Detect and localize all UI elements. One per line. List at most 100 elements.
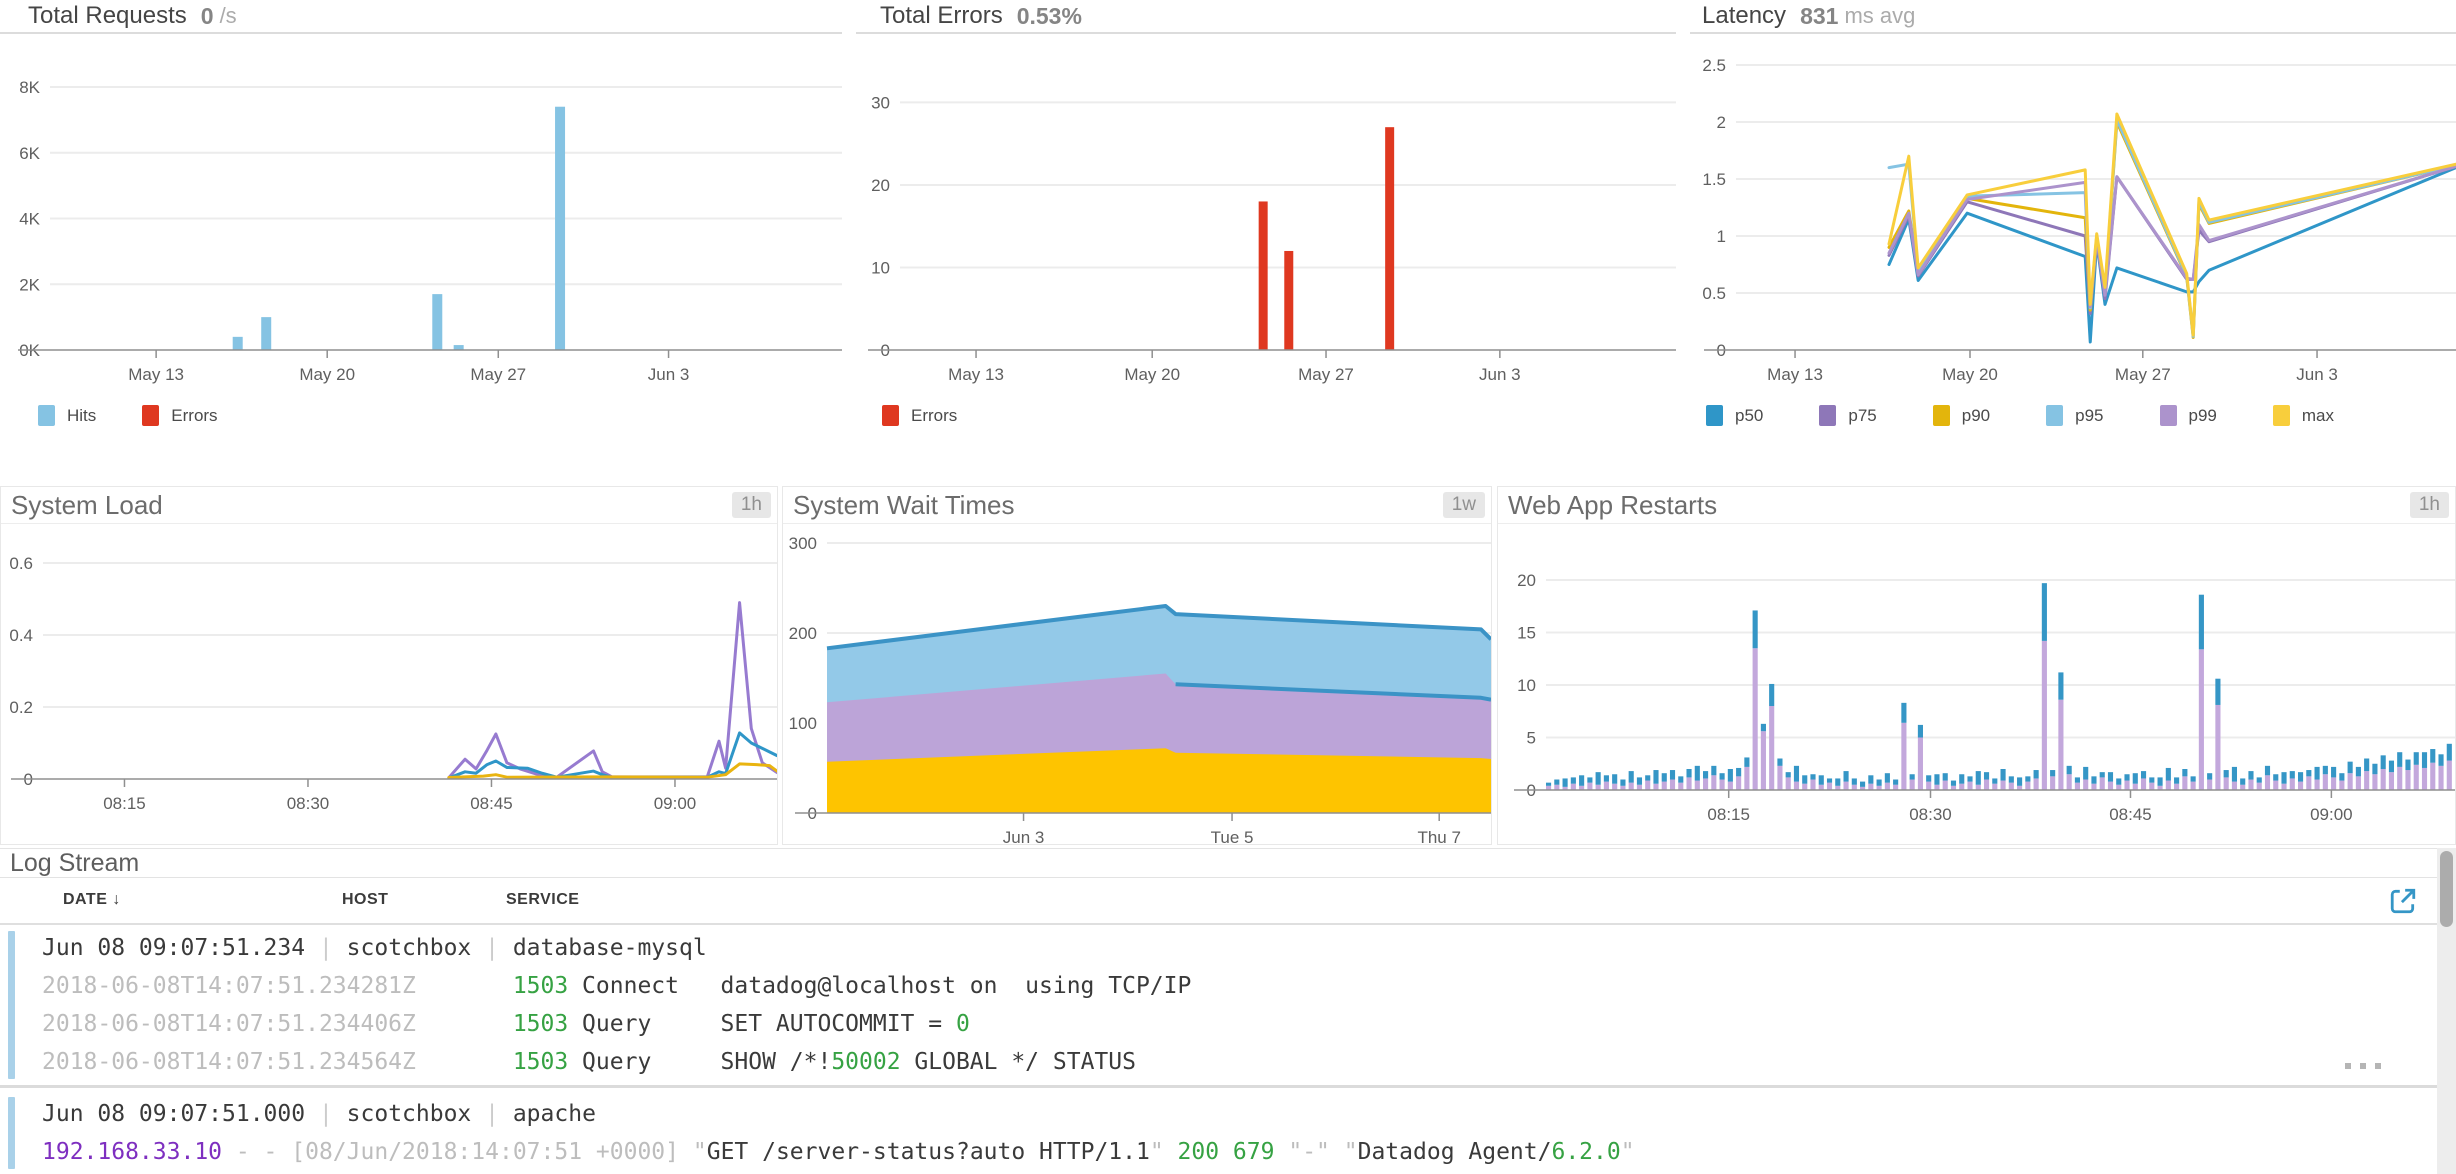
panel-unit: /s [219, 3, 237, 28]
log-segment: 50002 [831, 1049, 901, 1075]
panel-title: Total Requests [28, 2, 187, 29]
svg-text:15: 15 [1517, 624, 1536, 643]
svg-text:5: 5 [1527, 729, 1536, 748]
legend-item[interactable]: Errors [882, 405, 957, 426]
svg-text:300: 300 [789, 534, 817, 553]
svg-text:08:15: 08:15 [103, 794, 146, 813]
log-segment: Jun 08 09:07:51.000 [42, 1101, 306, 1127]
log-segment: [08/Jun/2018:14:07:51 +0000] [291, 1139, 679, 1165]
log-segment [416, 1049, 513, 1075]
log-segment: Connect [568, 973, 721, 999]
legend-label: p95 [2075, 405, 2104, 425]
panel-header: Total Errors 0.53% [856, 0, 1676, 34]
panel-total-requests: Total Requests 0 /s 8K 6K 4K 2K 0K May 13 May … [0, 0, 842, 482]
log-line[interactable]: 2018-06-08T14:07:51.234281Z 1503 Connect… [0, 967, 2437, 1005]
legend-label: p75 [1848, 405, 1877, 425]
log-segment: GET /server-status?auto HTTP/1.1 [706, 1139, 1150, 1165]
svg-text:May 20: May 20 [1124, 365, 1180, 384]
log-segment: "-" [1288, 1139, 1330, 1165]
svg-text:09:00: 09:00 [2310, 805, 2353, 824]
log-segment: Query [568, 1011, 721, 1037]
total-requests-legend: Hits Errors [0, 405, 842, 426]
log-segment [1164, 1139, 1178, 1165]
log-line[interactable]: 2018-06-08T14:07:51.234406Z 1503 Query S… [0, 1005, 2437, 1043]
legend-item[interactable]: p75 [1819, 405, 1877, 426]
column-date-sortable[interactable]: DATE ↓ [63, 891, 121, 908]
panel-unit: ms avg [1844, 3, 1916, 28]
log-stream-panel: Log Stream DATE ↓ HOST SERVICE Jun 08 09… [0, 848, 2437, 1174]
log-segment: database-mysql [512, 935, 707, 961]
total-errors-legend: Errors [856, 405, 1676, 426]
column-host[interactable]: HOST [342, 891, 389, 908]
legend-swatch-icon [882, 405, 899, 426]
svg-text:10: 10 [871, 258, 890, 277]
sort-desc-icon: ↓ [112, 891, 121, 908]
svg-text:May 13: May 13 [1767, 365, 1823, 384]
svg-text:May 20: May 20 [299, 365, 355, 384]
log-segment: datadog@localhost on using TCP/IP [720, 973, 1192, 999]
legend-item[interactable]: Hits [38, 405, 96, 426]
log-line[interactable]: 2018-06-08T14:07:51.234564Z 1503 Query S… [0, 1043, 2437, 1081]
legend-label: max [2301, 405, 2334, 425]
panel-header: System Load 1h [1, 487, 777, 524]
timeframe-badge: 1h [731, 492, 771, 518]
svg-text:8K: 8K [19, 78, 40, 97]
svg-text:May 27: May 27 [2115, 365, 2171, 384]
legend-label: p99 [2188, 405, 2217, 425]
panel-value: 0 [200, 2, 214, 29]
svg-text:May 27: May 27 [470, 365, 526, 384]
legend-item[interactable]: p95 [2046, 405, 2104, 426]
legend-item[interactable]: p50 [1706, 405, 1763, 426]
log-accent-bar [8, 1097, 15, 1169]
log-segment: - - [222, 1139, 292, 1165]
log-line[interactable]: 192.168.33.10 - - [08/Jun/2018:14:07:51 … [0, 1133, 2437, 1171]
svg-text:30: 30 [871, 93, 890, 112]
panel-title: System Load [11, 489, 163, 520]
svg-text:Jun 3: Jun 3 [2296, 365, 2338, 384]
legend-swatch-icon [2159, 405, 2177, 426]
column-service[interactable]: SERVICE [506, 891, 580, 908]
legend-item[interactable]: p90 [1932, 405, 1990, 426]
svg-text:0.2: 0.2 [9, 698, 33, 717]
panel-header: Web App Restarts 1h [1498, 487, 2455, 524]
legend-item[interactable]: Errors [142, 405, 218, 426]
svg-text:Jun 3: Jun 3 [648, 365, 690, 384]
svg-text:10: 10 [1517, 676, 1536, 695]
overflow-ellipsis-icon[interactable] [2345, 1063, 2381, 1069]
timeframe-badge: 1w [1442, 492, 1485, 518]
legend-item[interactable]: p99 [2159, 405, 2217, 426]
panel-web-app-restarts: Web App Restarts 1h 2015105008:1508:3008… [1497, 486, 2456, 845]
log-segment: | [471, 1101, 513, 1127]
log-segment: scotchbox [346, 1101, 472, 1127]
svg-text:Jun 3: Jun 3 [1003, 828, 1045, 845]
export-external-link-icon[interactable] [2389, 887, 2417, 915]
svg-text:08:30: 08:30 [1909, 805, 1952, 824]
svg-text:08:45: 08:45 [470, 794, 513, 813]
log-segment: GLOBAL */ STATUS [900, 1049, 1136, 1075]
legend-item[interactable]: max [2272, 405, 2334, 426]
log-line[interactable]: Jun 08 09:07:51.000 | scotchbox | apache [0, 1095, 2437, 1133]
log-stream-title: Log Stream [0, 849, 2437, 878]
svg-text:Jun 3: Jun 3 [1479, 365, 1521, 384]
log-segment: 192.168.33.10 [42, 1139, 223, 1165]
svg-text:2.5: 2.5 [1702, 56, 1726, 75]
scrollbar-thumb[interactable] [2440, 851, 2453, 927]
scrollbar-track[interactable] [2437, 848, 2456, 1174]
legend-label: Errors [911, 405, 958, 425]
panel-title: Total Errors [880, 2, 1003, 29]
log-segment: " [1149, 1139, 1164, 1165]
svg-text:Thu 7: Thu 7 [1417, 828, 1460, 845]
log-segment [679, 1139, 693, 1165]
panel-system-wait-times: System Wait Times 1w 3002001000Jun 3Tue … [782, 486, 1493, 847]
log-line[interactable]: Jun 08 09:07:51.234 | scotchbox | databa… [0, 929, 2437, 967]
log-rows: Jun 08 09:07:51.234 | scotchbox | databa… [0, 925, 2437, 1173]
log-segment: 1503 [512, 973, 569, 999]
svg-text:Tue 5: Tue 5 [1211, 828, 1254, 845]
